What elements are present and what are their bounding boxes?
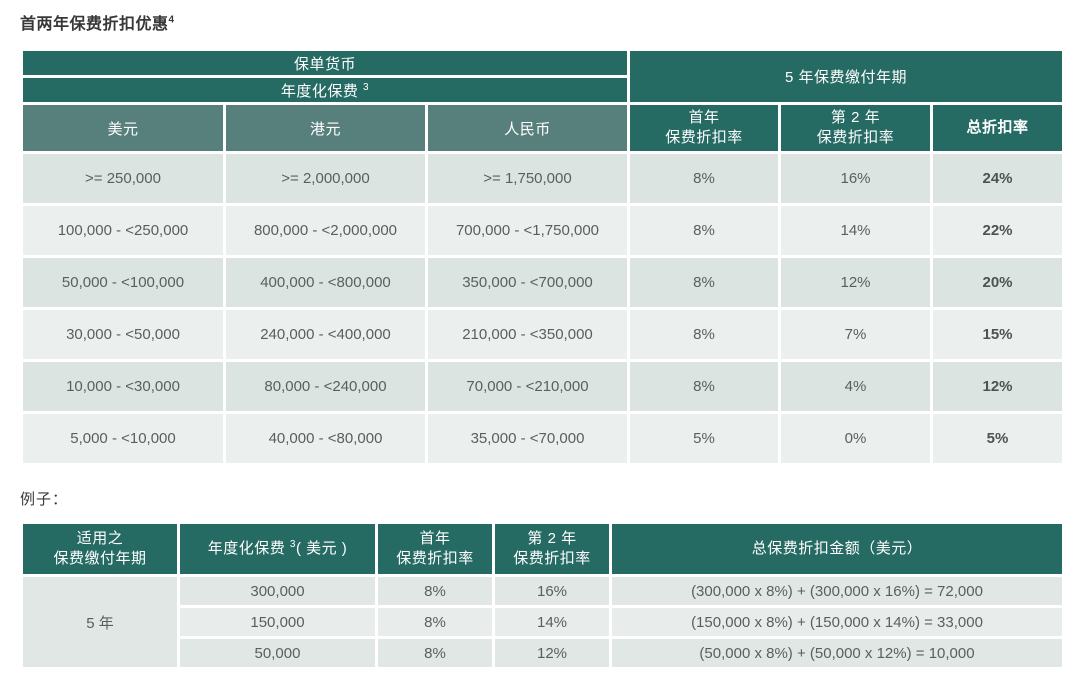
second-year-rate: 7% — [778, 307, 933, 362]
column-header-hkd: 港元 — [223, 102, 428, 154]
annualized-premium-band: 年度化保费 3 — [20, 75, 630, 105]
discount-formula: (300,000 x 8%) + (300,000 x 16%) = 72,00… — [609, 574, 1065, 608]
table-row: 100,000 - <250,000 800,000 - <2,000,000 … — [20, 203, 1065, 258]
table-row: >= 250,000 >= 2,000,000 >= 1,750,000 8% … — [20, 151, 1065, 206]
second-year-rate: 14% — [778, 203, 933, 258]
first-year-line2: 保费折扣率 — [665, 129, 743, 146]
discount-formula: (150,000 x 8%) + (150,000 x 14%) = 33,00… — [609, 605, 1065, 639]
table1-column-header-row: 美元 港元 人民币 首年保费折扣率 第 2 年保费折扣率 总折扣率 — [20, 102, 1065, 154]
column-header-rmb: 人民币 — [425, 102, 630, 154]
usd-range: 50,000 - <100,000 — [20, 255, 226, 310]
first-year-rate: 8% — [375, 574, 495, 608]
annualized-premium-currency-suffix: ( 美元 ) — [295, 540, 348, 558]
hkd-range: 40,000 - <80,000 — [223, 411, 428, 466]
column-header-second-year-discount: 第 2 年保费折扣率 — [492, 521, 612, 577]
page-title: 首两年保费折扣优惠4 — [20, 10, 1062, 34]
first-year-line1: 首年 — [688, 108, 720, 126]
table1-band-row-2: 年度化保费 3 — [20, 75, 1064, 105]
total-rate: 12% — [930, 359, 1065, 414]
column-header-first-year-discount: 首年 保费折扣率 — [375, 521, 495, 577]
usd-range: 100,000 - <250,000 — [20, 203, 226, 258]
first-year-rate: 5% — [627, 411, 781, 466]
example-table: 适用之保费缴付年期 年度化保费 3( 美元 ) 首年保费折扣率 第 2 年保费折… — [20, 521, 1065, 670]
second-year-line2: 保费折扣率 — [816, 129, 895, 146]
premium-value: 50,000 — [177, 636, 378, 670]
table-row: 10,000 - <30,000 80,000 - <240,000 70,00… — [20, 359, 1065, 414]
column-header-annualized-premium: 年度化保费 3( 美元 ) — [177, 521, 378, 577]
hkd-range: >= 2,000,000 — [223, 151, 428, 206]
rmb-range: >= 1,750,000 — [425, 151, 630, 206]
usd-range: >= 250,000 — [20, 151, 226, 206]
premium-discount-table: 保单货币 5 年保费缴付年期 年度化保费 3 美元 港元 人民币 首年保费折扣率… — [20, 48, 1065, 466]
rmb-range: 700,000 - <1,750,000 — [425, 203, 630, 258]
first-year-rate: 8% — [627, 359, 781, 414]
usd-range: 30,000 - <50,000 — [20, 307, 226, 362]
rmb-range: 210,000 - <350,000 — [425, 307, 630, 362]
table-row: 5,000 - <10,000 40,000 - <80,000 35,000 … — [20, 411, 1065, 466]
first-year-rate: 8% — [627, 255, 781, 310]
example-header-row: 适用之保费缴付年期 年度化保费 3( 美元 ) 首年保费折扣率 第 2 年保费折… — [20, 521, 1065, 577]
second-year-rate: 4% — [778, 359, 933, 414]
second-year-line1: 第 2 年 — [527, 529, 577, 547]
column-header-second-year-discount: 第 2 年保费折扣率 — [778, 102, 933, 154]
total-rate: 24% — [930, 151, 1065, 206]
second-year-rate: 14% — [492, 605, 612, 639]
payment-term-band: 5 年保费缴付年期 — [627, 48, 1065, 105]
usd-range: 10,000 - <30,000 — [20, 359, 226, 414]
annualized-premium-label: 年度化保费 — [280, 82, 364, 100]
first-year-line1: 首年 — [419, 529, 451, 547]
second-year-rate: 16% — [492, 574, 612, 608]
total-rate: 22% — [930, 203, 1065, 258]
first-year-rate: 8% — [375, 636, 495, 670]
first-year-rate: 8% — [627, 307, 781, 362]
annualized-premium-label: 年度化保费 — [207, 540, 290, 558]
payment-term-value: 5 年 — [20, 574, 180, 670]
total-rate: 5% — [930, 411, 1065, 466]
total-rate: 15% — [930, 307, 1065, 362]
hkd-range: 800,000 - <2,000,000 — [223, 203, 428, 258]
page-title-footnote-sup: 4 — [168, 14, 175, 26]
column-header-usd: 美元 — [20, 102, 226, 154]
column-header-first-year-discount: 首年 保费折扣率 — [627, 102, 781, 154]
annualized-premium-footnote-sup: 3 — [363, 81, 370, 93]
example-label: 例子： — [20, 491, 69, 508]
column-header-payment-term: 适用之 保费缴付年期 — [20, 521, 180, 577]
annualized-premium-footnote-sup: 3 — [289, 539, 296, 551]
hkd-range: 400,000 - <800,000 — [223, 255, 428, 310]
example-row: 150,000 8% 14% (150,000 x 8%) + (150,000… — [22, 605, 1065, 639]
column-header-total-discount-amount: 总保费折扣金额（美元） — [609, 521, 1065, 577]
second-year-rate: 12% — [778, 255, 933, 310]
table-row: 30,000 - <50,000 240,000 - <400,000 210,… — [20, 307, 1065, 362]
policy-currency-band: 保单货币 — [20, 48, 630, 78]
rmb-range: 70,000 - <210,000 — [425, 359, 630, 414]
premium-value: 300,000 — [177, 574, 378, 608]
premium-value: 150,000 — [177, 605, 378, 639]
table-row: 50,000 - <100,000 400,000 - <800,000 350… — [20, 255, 1065, 310]
first-year-rate: 8% — [375, 605, 495, 639]
total-rate: 20% — [930, 255, 1065, 310]
page-title-text: 首两年保费折扣优惠 — [20, 16, 169, 33]
hkd-range: 80,000 - <240,000 — [223, 359, 428, 414]
hkd-range: 240,000 - <400,000 — [223, 307, 428, 362]
second-year-rate: 12% — [492, 636, 612, 670]
usd-range: 5,000 - <10,000 — [20, 411, 226, 466]
payment-term-line1: 适用之 — [76, 529, 124, 547]
example-row: 50,000 8% 12% (50,000 x 8%) + (50,000 x … — [22, 636, 1065, 670]
second-year-line1: 第 2 年 — [830, 108, 881, 126]
rmb-range: 350,000 - <700,000 — [425, 255, 630, 310]
first-year-rate: 8% — [627, 203, 781, 258]
second-year-rate: 16% — [778, 151, 933, 206]
payment-term-line2: 保费缴付年期 — [53, 550, 147, 567]
example-row: 5 年 300,000 8% 16% (300,000 x 8%) + (300… — [20, 574, 1065, 670]
second-year-line2: 保费折扣率 — [513, 550, 591, 567]
second-year-rate: 0% — [778, 411, 933, 466]
table1-band-row-1: 保单货币 5 年保费缴付年期 — [20, 48, 1065, 105]
first-year-line2: 保费折扣率 — [396, 550, 474, 567]
rmb-range: 35,000 - <70,000 — [425, 411, 630, 466]
first-year-rate: 8% — [627, 151, 781, 206]
column-header-total-discount: 总折扣率 — [930, 102, 1065, 154]
discount-formula: (50,000 x 8%) + (50,000 x 12%) = 10,000 — [609, 636, 1065, 670]
